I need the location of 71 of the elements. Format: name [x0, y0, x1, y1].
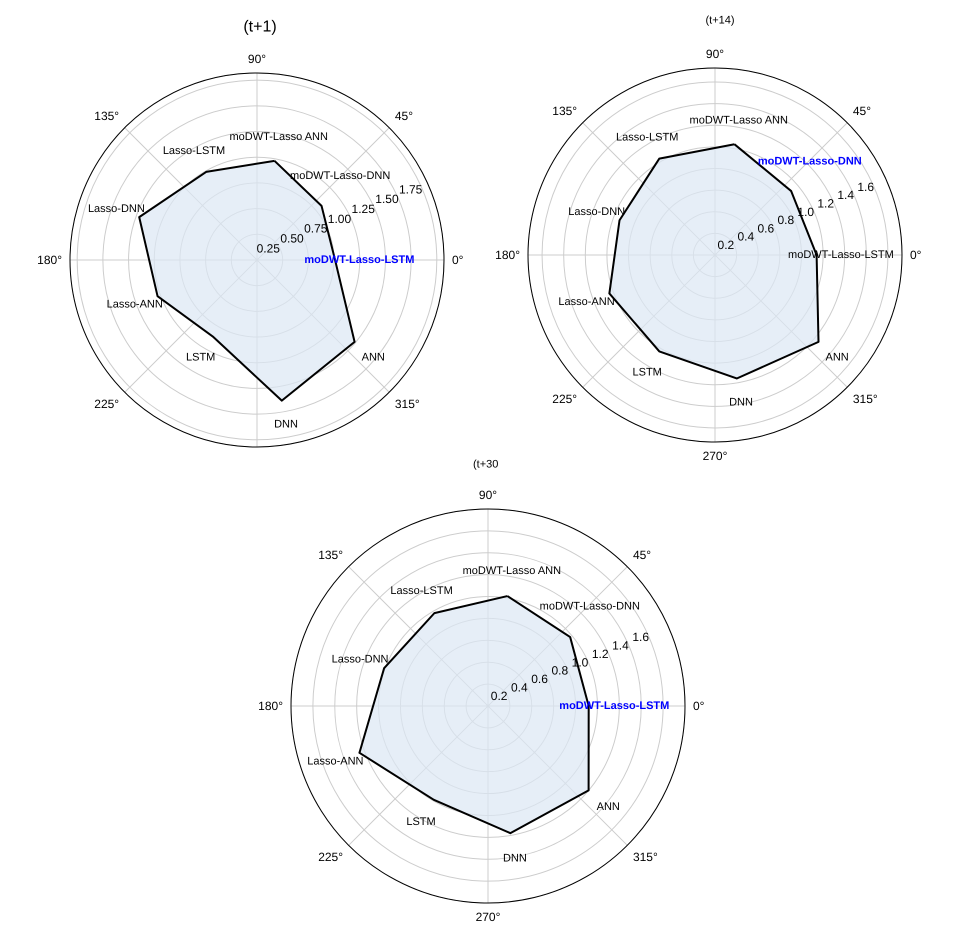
y-tick-label: 0.25: [256, 241, 280, 256]
text: 225°: [552, 392, 578, 406]
text: 270°: [476, 910, 501, 924]
y-tick-label: 1.75: [398, 182, 423, 196]
spoke-label: Lasso-DNN: [88, 202, 145, 215]
spoke-label: Lasso-DNN: [568, 206, 626, 218]
y-tick-label: 0.6: [531, 672, 548, 686]
text: 180°: [258, 699, 284, 713]
spoke-label: LSTM: [186, 352, 216, 364]
text: 135°: [552, 104, 578, 118]
spoke-label: ANN: [596, 800, 620, 813]
text: 315°: [394, 396, 420, 411]
y-tick-label: 0.4: [737, 230, 754, 244]
spoke-label: Lasso-ANN: [307, 756, 364, 768]
chart-title: (t+1): [243, 18, 277, 36]
text: 90°: [248, 52, 266, 66]
spoke-label: Lasso-DNN: [332, 653, 389, 666]
spoke-label: ANN: [362, 352, 385, 364]
spoke-label: DNN: [729, 396, 753, 408]
text: 90°: [478, 488, 498, 502]
text: 0°: [910, 248, 922, 262]
text: 180°: [37, 253, 62, 267]
text: 180°: [495, 248, 520, 262]
text: 225°: [318, 850, 344, 864]
text: 0°: [452, 253, 464, 267]
y-tick-label: 0.75: [304, 222, 328, 236]
text: 270°: [702, 449, 728, 463]
spoke-label: DNN: [274, 418, 298, 431]
y-tick-label: 0.8: [777, 213, 794, 228]
y-tick-label: 1.50: [375, 192, 399, 206]
text: 0°: [693, 699, 705, 713]
spoke-label: moDWT-Lasso ANN: [462, 564, 562, 577]
y-tick-label: 1.4: [612, 638, 630, 653]
y-tick-label: 1.2: [592, 646, 609, 661]
chart-title: (t+30: [473, 458, 498, 470]
spoke-label: moDWT-Lasso-DNN: [290, 170, 390, 182]
spoke-label: moDWT-Lasso ANN: [229, 130, 328, 143]
spoke-label: moDWT-Lasso-DNN: [758, 155, 862, 168]
spoke-label: Lasso-ANN: [106, 298, 163, 311]
y-tick-label: 1.2: [817, 196, 834, 211]
y-tick-label: 1.6: [857, 180, 874, 194]
spoke-label: ANN: [826, 351, 849, 364]
text: 45°: [632, 548, 652, 562]
text: 45°: [394, 109, 414, 124]
y-tick-label: 0.8: [551, 664, 568, 678]
spoke-label: moDWT-Lasso-DNN: [540, 600, 640, 613]
text: 315°: [632, 850, 658, 864]
spoke-label: LSTM: [632, 366, 662, 378]
y-tick-label: 0.6: [757, 221, 774, 236]
y-tick-label: 0.4: [510, 680, 528, 694]
y-tick-label: 0.2: [490, 688, 508, 703]
y-tick-label: 1.25: [352, 202, 376, 216]
spoke-label: Lasso-LSTM: [162, 144, 226, 157]
spoke-label: Lasso-LSTM: [616, 132, 678, 144]
y-tick-label: 1.4: [837, 188, 854, 202]
spoke-label: LSTM: [406, 816, 436, 828]
spoke-label: Lasso-LSTM: [390, 584, 453, 597]
text: 135°: [94, 109, 120, 124]
y-tick-label: 0.50: [280, 231, 304, 246]
text: 135°: [318, 548, 344, 562]
text: 45°: [852, 104, 872, 118]
y-tick-label: 0.2: [718, 238, 735, 252]
text: 90°: [706, 47, 724, 61]
text: 315°: [852, 392, 878, 406]
spoke-label: Lasso-ANN: [558, 296, 615, 308]
chart-title: (t+14): [705, 14, 735, 26]
spoke-label: DNN: [502, 852, 527, 864]
text: 225°: [94, 396, 120, 411]
y-tick-label: 1.00: [328, 212, 352, 226]
spoke-label: moDWT-Lasso ANN: [690, 114, 788, 126]
y-tick-label: 1.6: [632, 630, 650, 644]
